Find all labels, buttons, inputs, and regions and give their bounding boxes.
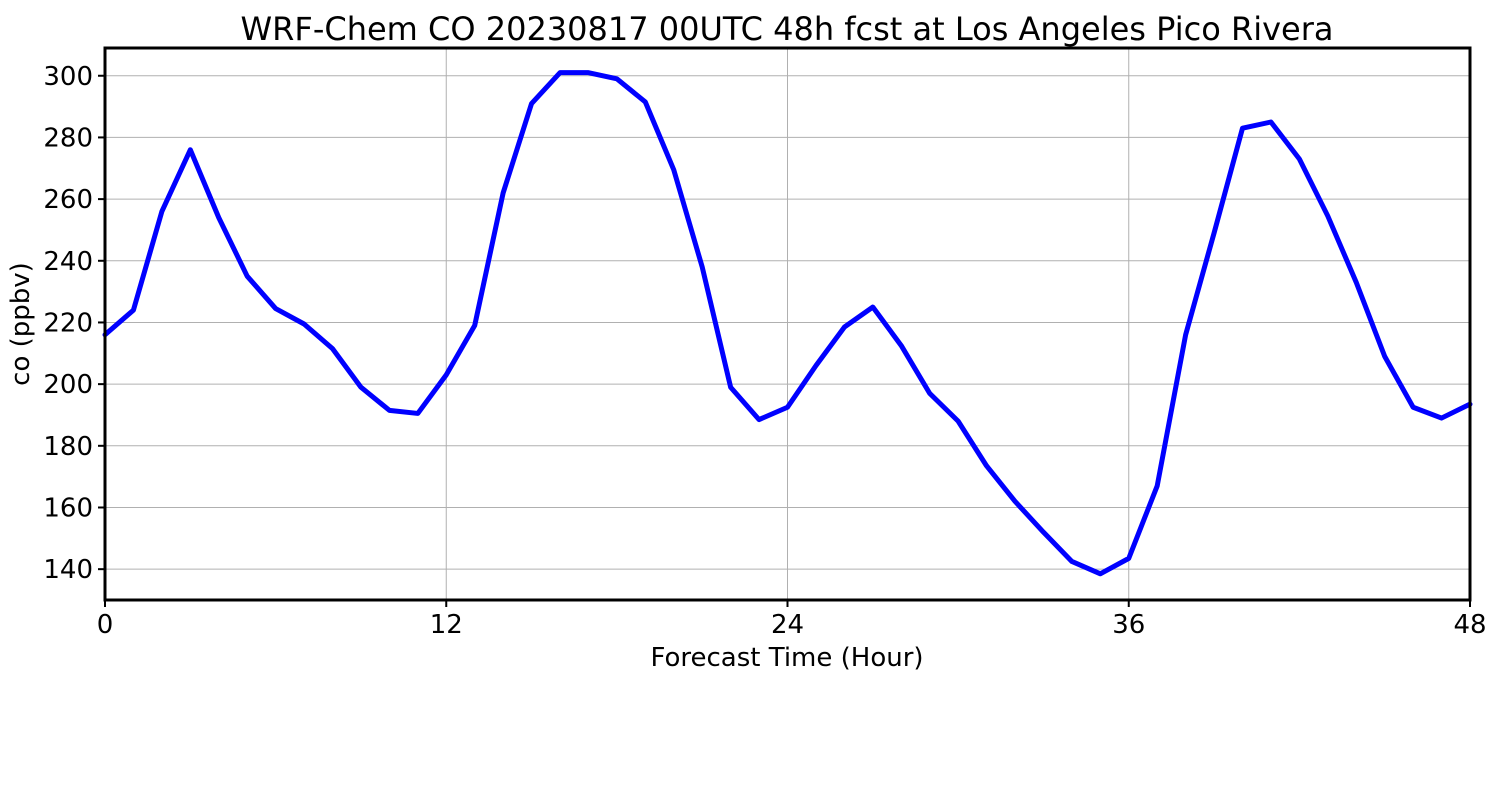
y-tick-label: 260 — [43, 185, 93, 215]
y-axis-label: co (ppbv) — [6, 262, 36, 386]
y-axis: 140 160 180 200 220 240 260 280 300 — [43, 62, 105, 585]
x-tick-label: 48 — [1453, 610, 1486, 640]
y-tick-label: 140 — [43, 555, 93, 585]
series-layer — [102, 70, 1473, 577]
y-tick-label: 180 — [43, 432, 93, 462]
co-series-line — [102, 70, 1473, 577]
chart-title: WRF-Chem CO 20230817 00UTC 48h fcst at L… — [241, 10, 1334, 48]
y-tick-label: 200 — [43, 370, 93, 400]
y-tick-label: 280 — [43, 123, 93, 153]
grid — [104, 48, 1471, 600]
x-tick-label: 0 — [97, 610, 114, 640]
x-tick-label: 36 — [1112, 610, 1145, 640]
y-tick-label: 220 — [43, 308, 93, 338]
y-tick-label: 160 — [43, 493, 93, 523]
x-tick-label: 12 — [430, 610, 463, 640]
x-tick-label: 24 — [771, 610, 804, 640]
y-tick-label: 300 — [43, 62, 93, 92]
x-axis: 0 12 24 36 48 — [97, 600, 1487, 640]
y-tick-label: 240 — [43, 247, 93, 277]
x-axis-label: Forecast Time (Hour) — [650, 643, 923, 673]
